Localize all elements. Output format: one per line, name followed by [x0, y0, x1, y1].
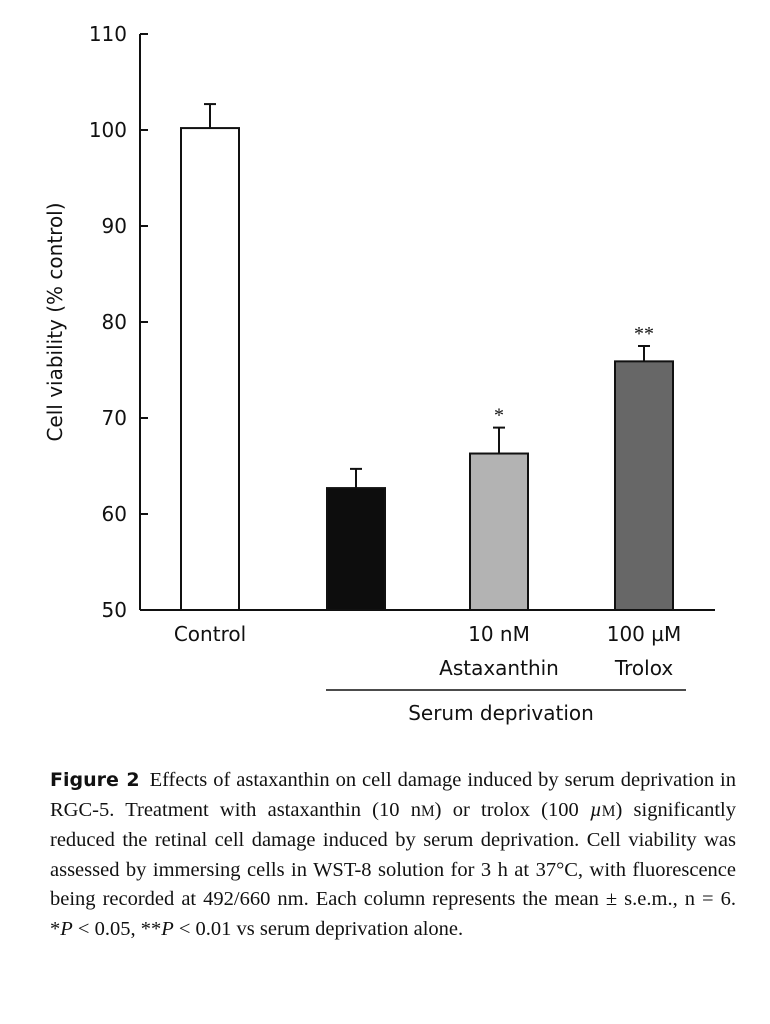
bar — [180, 127, 240, 612]
bar — [614, 360, 674, 611]
caption-segment: ) significantly reduced the retinal cell… — [50, 798, 736, 940]
y-tick-label: 110 — [89, 22, 127, 46]
y-tick-label: 50 — [102, 598, 127, 622]
y-axis-label: Cell viability (% control) — [43, 202, 67, 441]
y-tick-label: 70 — [102, 406, 127, 430]
bar — [326, 487, 386, 611]
y-tick-label: 60 — [102, 502, 127, 526]
bars: *** — [180, 103, 674, 612]
y-tick-label: 100 — [89, 118, 127, 142]
caption-segment: < 0.01 vs serum deprivation alone. — [173, 917, 464, 940]
caption-segment: P — [60, 917, 73, 940]
caption-segment: < 0.05, ** — [72, 917, 162, 940]
category-label: 10 nM — [468, 622, 530, 646]
caption-text: Effects of astaxanthin on cell damage in… — [50, 769, 736, 940]
caption-segment: Effects of astaxanthin on cell damage in… — [50, 769, 736, 821]
category-label: Control — [174, 622, 246, 646]
category-labels: Control 10 nM Astaxanthin 100 µM Trolox — [174, 622, 681, 680]
caption-segment: P — [161, 917, 174, 940]
significance-marker: * — [494, 405, 504, 427]
category-sublabel: Astaxanthin — [439, 656, 559, 680]
axes: 50 60 70 80 90 100 110 — [89, 22, 715, 622]
bar — [469, 452, 529, 611]
caption-segment: µ — [589, 798, 602, 821]
category-label: 100 µM — [607, 622, 682, 646]
significance-marker: ** — [634, 323, 654, 345]
y-tick-label: 80 — [102, 310, 127, 334]
bar-chart: Cell viability (% control) 50 60 70 80 90 100… — [43, 22, 715, 725]
figure-caption: Figure 2 Effects of astaxanthin on cell d… — [50, 766, 736, 944]
caption-segment: M — [601, 802, 616, 820]
caption-segment: ) or trolox (100 — [434, 798, 590, 821]
figure-label: Figure 2 — [50, 769, 140, 791]
group-label: Serum deprivation — [408, 701, 594, 725]
caption-segment: M — [420, 802, 435, 820]
category-sublabel: Trolox — [614, 656, 673, 680]
y-tick-label: 90 — [102, 214, 127, 238]
